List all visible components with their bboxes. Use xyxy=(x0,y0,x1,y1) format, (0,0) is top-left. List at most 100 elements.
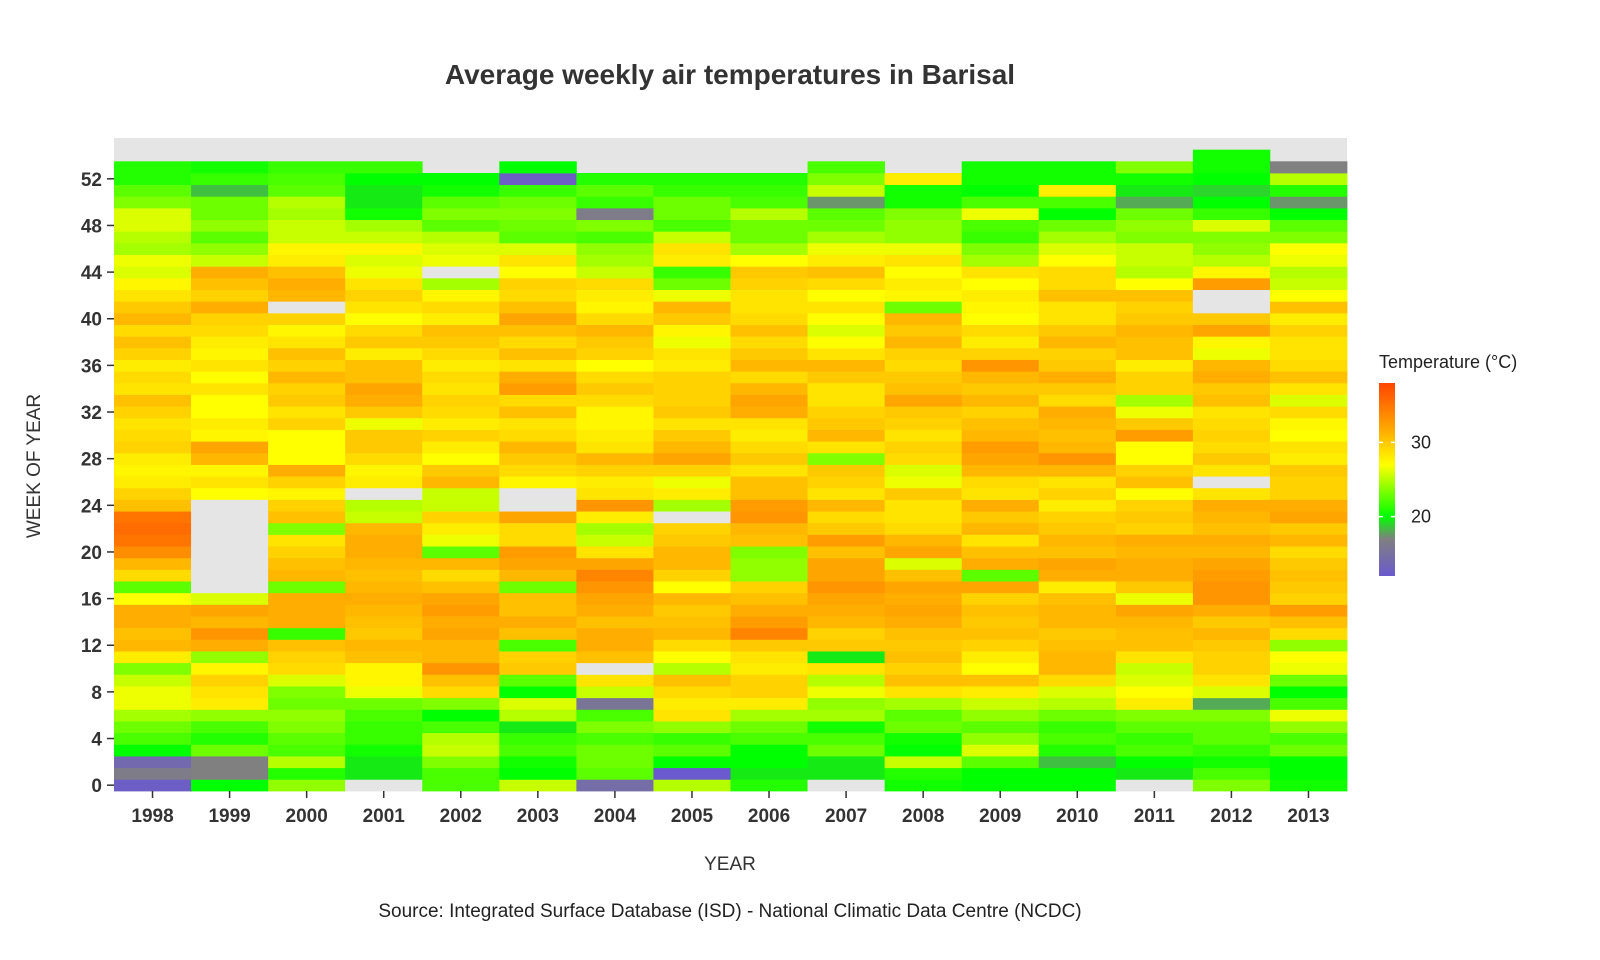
heatmap-cell xyxy=(576,347,654,360)
heatmap-cell xyxy=(576,686,654,699)
heatmap-cell xyxy=(884,394,963,407)
heatmap-cell xyxy=(499,581,577,594)
heatmap-cell xyxy=(1038,266,1117,279)
heatmap-cell xyxy=(114,499,192,512)
heatmap-cell xyxy=(422,744,500,757)
heatmap-cell xyxy=(1192,604,1271,617)
heatmap-cell xyxy=(191,312,269,325)
heatmap-cell xyxy=(653,721,731,734)
source-caption: Source: Integrated Surface Database (ISD… xyxy=(378,901,1081,922)
heatmap-cell xyxy=(345,382,423,395)
heatmap-cell xyxy=(1192,242,1271,256)
heatmap-cell xyxy=(884,522,963,535)
heatmap-cell xyxy=(114,464,192,477)
heatmap-cell xyxy=(807,417,886,430)
heatmap-cell xyxy=(114,487,192,500)
heatmap-cell xyxy=(653,534,731,547)
heatmap-cell xyxy=(884,604,963,617)
heatmap-cell xyxy=(499,686,577,699)
y-tick-label: 12 xyxy=(81,636,102,657)
heatmap-cell xyxy=(961,417,1040,430)
heatmap-cell xyxy=(1115,266,1194,279)
x-tick-label: 2010 xyxy=(1056,806,1098,827)
heatmap-cell xyxy=(576,744,654,757)
heatmap-cell xyxy=(1038,242,1117,256)
heatmap-cell xyxy=(114,417,192,430)
heatmap-cell xyxy=(499,207,577,221)
heatmap-cell xyxy=(1192,546,1271,559)
heatmap-cell xyxy=(807,196,886,209)
heatmap-cell xyxy=(268,324,346,337)
heatmap-cell xyxy=(499,172,577,186)
heatmap-cell xyxy=(191,697,269,710)
heatmap-cell xyxy=(114,779,192,792)
heatmap-cell xyxy=(1192,219,1271,232)
heatmap-cell xyxy=(191,674,269,687)
heatmap-cell xyxy=(1269,767,1348,780)
heatmap-cell xyxy=(345,184,423,197)
heatmap-cell xyxy=(499,231,577,244)
heatmap-cell xyxy=(1115,161,1194,174)
heatmap-cell xyxy=(191,686,269,699)
heatmap-cell xyxy=(807,161,886,174)
heatmap-cell xyxy=(114,231,192,244)
heatmap-cell xyxy=(807,301,886,314)
heatmap-cell xyxy=(653,557,731,570)
heatmap-cell xyxy=(1269,406,1348,419)
heatmap-cell xyxy=(1038,779,1117,792)
heatmap-cell xyxy=(730,744,808,757)
heatmap-cell xyxy=(191,546,269,559)
heatmap-cell xyxy=(191,394,269,407)
heatmap-cell xyxy=(884,546,963,559)
heatmap-cell xyxy=(345,511,423,524)
heatmap-cell xyxy=(884,242,963,256)
heatmap-cell xyxy=(1269,546,1348,559)
heatmap-cell xyxy=(422,592,500,605)
heatmap-cell xyxy=(653,604,731,617)
heatmap-cell xyxy=(499,767,577,780)
heatmap-cell xyxy=(653,581,731,594)
heatmap-cell xyxy=(576,324,654,337)
heatmap-cell xyxy=(268,639,346,652)
heatmap-cell xyxy=(730,266,808,279)
heatmap-cell xyxy=(268,231,346,244)
heatmap-cell xyxy=(1038,604,1117,617)
heatmap-cell xyxy=(268,289,346,302)
heatmap-cell xyxy=(1269,569,1348,582)
heatmap-cell xyxy=(422,441,500,454)
heatmap-cell xyxy=(422,336,500,349)
heatmap-cell xyxy=(345,627,423,640)
heatmap-cell xyxy=(1269,277,1348,290)
heatmap-cell xyxy=(191,324,269,337)
heatmap-cell xyxy=(961,499,1040,512)
heatmap-cell xyxy=(1269,604,1348,617)
heatmap-cell xyxy=(884,277,963,290)
heatmap-cell xyxy=(730,756,808,769)
heatmap-cell xyxy=(961,604,1040,617)
heatmap-cell xyxy=(730,359,808,372)
heatmap-cell xyxy=(268,207,346,221)
heatmap-cell xyxy=(1038,487,1117,500)
y-tick-label: 8 xyxy=(91,683,102,704)
heatmap-cell xyxy=(653,592,731,605)
heatmap-cell xyxy=(1038,359,1117,372)
heatmap-cell xyxy=(1038,371,1117,384)
heatmap-cell xyxy=(114,616,192,629)
heatmap-cell xyxy=(1038,406,1117,419)
heatmap-cell xyxy=(884,581,963,594)
heatmap-cell xyxy=(730,697,808,710)
heatmap-cell xyxy=(345,347,423,360)
heatmap-cell xyxy=(191,242,269,256)
heatmap-cell xyxy=(576,266,654,279)
heatmap-cell xyxy=(1192,441,1271,454)
heatmap-cell xyxy=(807,662,886,675)
heatmap-cell xyxy=(1269,522,1348,535)
heatmap-cell xyxy=(1115,207,1194,221)
heatmap-cell xyxy=(961,627,1040,640)
heatmap-cell xyxy=(730,196,808,209)
heatmap-cell xyxy=(422,207,500,221)
heatmap-cell xyxy=(961,546,1040,559)
heatmap-cell xyxy=(1269,476,1348,489)
heatmap-cell xyxy=(1038,674,1117,687)
heatmap-cell xyxy=(653,324,731,337)
